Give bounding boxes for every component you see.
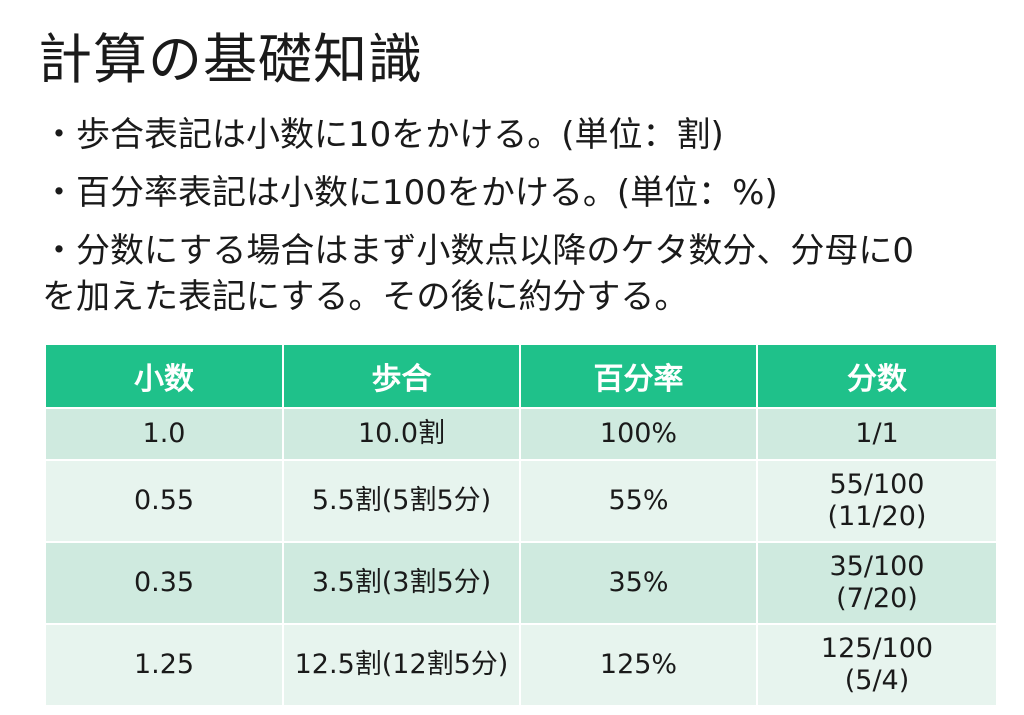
table-row: 1.25 12.5割(12割5分) 125% 125/100 (5/4) [46,623,996,705]
cell-decimal: 1.25 [46,623,284,705]
bullet-text: ・分数にする場合はまず小数点以降のケタ数分、分母に0 [42,231,914,271]
bullet-item-buai: ・歩合表記は小数に10をかける。(単位：割) [42,112,1002,158]
cell-buai: 12.5割(12割5分) [283,623,521,705]
cell-fraction: 55/100 (11/20) [757,459,996,542]
fraction-value: 55/100 [829,469,925,500]
bullet-text: ・百分率表記は小数に100をかける。(単位：%) [42,173,778,213]
header-buai: 歩合 [283,345,521,408]
table-row: 0.55 5.5割(5割5分) 55% 55/100 (11/20) [46,459,996,542]
fraction-reduced: (7/20) [836,583,918,614]
cell-decimal: 0.35 [46,541,284,624]
table-header-row: 小数 歩合 百分率 分数 [46,345,996,408]
page-title: 計算の基礎知識 [38,28,423,91]
cell-percent: 55% [520,459,758,542]
bullet-text-continued: を加えた表記にする。その後に約分する。 [42,277,689,317]
cell-fraction: 35/100 (7/20) [757,541,996,624]
cell-fraction: 1/1 [757,407,996,460]
bullet-item-fraction: ・分数にする場合はまず小数点以降のケタ数分、分母に0 を加えた表記にする。その後… [42,228,1002,320]
bullet-item-percent: ・百分率表記は小数に100をかける。(単位：%) [42,170,1002,216]
conversion-table: 小数 歩合 百分率 分数 1.0 10.0割 100% 1/1 0.55 5.5… [46,345,996,705]
cell-decimal: 1.0 [46,407,284,460]
fraction-value: 125/100 [820,633,934,664]
cell-percent: 35% [520,541,758,624]
header-decimal: 小数 [46,345,284,408]
fraction-reduced: (11/20) [827,501,927,532]
cell-percent: 125% [520,623,758,705]
fraction-reduced: (5/4) [844,665,910,696]
fraction-value: 1/1 [855,418,899,449]
bullet-text: ・歩合表記は小数に10をかける。(単位：割) [42,115,724,155]
cell-buai: 10.0割 [283,407,521,460]
cell-percent: 100% [520,407,758,460]
cell-buai: 5.5割(5割5分) [283,459,521,542]
bullet-list: ・歩合表記は小数に10をかける。(単位：割) ・百分率表記は小数に100をかける… [42,112,1002,332]
header-percent: 百分率 [520,345,758,408]
table-row: 0.35 3.5割(3割5分) 35% 35/100 (7/20) [46,541,996,624]
fraction-value: 35/100 [829,551,925,582]
table-row: 1.0 10.0割 100% 1/1 [46,407,996,460]
header-fraction: 分数 [757,345,996,408]
cell-decimal: 0.55 [46,459,284,542]
cell-buai: 3.5割(3割5分) [283,541,521,624]
cell-fraction: 125/100 (5/4) [757,623,996,705]
